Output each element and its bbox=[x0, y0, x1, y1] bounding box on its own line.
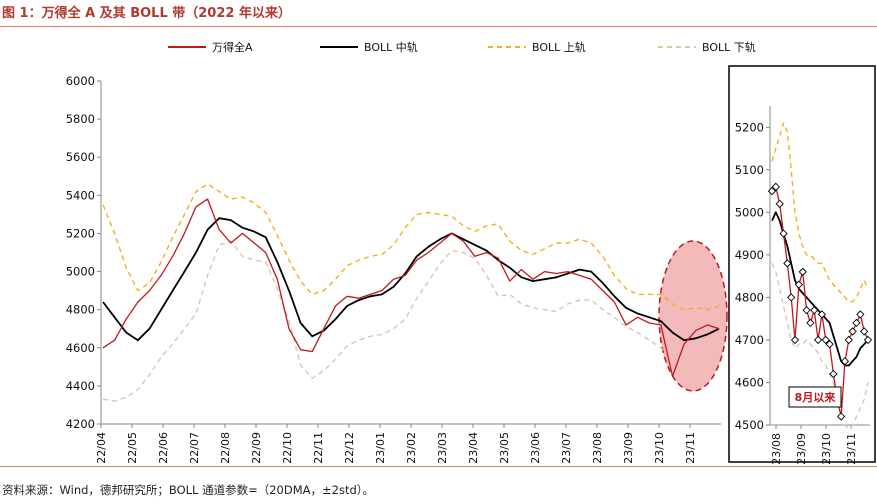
x-tick-label: 22/06 bbox=[157, 432, 170, 464]
x-tick-label: 22/12 bbox=[343, 432, 356, 464]
legend: 万得全A BOLL 中轨 BOLL 上轨 BOLL 下轨 bbox=[168, 40, 756, 54]
y-tick-label: 6000 bbox=[66, 74, 95, 88]
x-tick-label: 22/07 bbox=[188, 432, 201, 464]
y-tick-label: 5600 bbox=[66, 150, 95, 164]
chart-title: 图 1：万得全 A 及其 BOLL 带（2022 年以来） bbox=[2, 6, 291, 21]
x-tick-label: 23/02 bbox=[405, 432, 418, 464]
data-point-marker bbox=[840, 357, 850, 366]
inset-chart: 4500 4600 4700 4800 4900 5000 5100 5200 23/08 23/… bbox=[728, 65, 876, 465]
data-point-marker bbox=[779, 229, 788, 238]
series-line bbox=[771, 263, 869, 430]
data-point-marker bbox=[783, 259, 792, 268]
legend-label: BOLL 下轨 bbox=[702, 40, 756, 54]
series-line bbox=[771, 122, 869, 303]
y-tick-label: 4200 bbox=[66, 417, 95, 431]
y-tick-label: 5200 bbox=[66, 226, 95, 240]
inset-frame bbox=[728, 65, 876, 463]
y-tick-label: 4400 bbox=[66, 379, 95, 393]
data-point-marker bbox=[802, 306, 811, 315]
highlight-ellipse bbox=[658, 240, 728, 392]
x-tick-label: 23/09 bbox=[622, 432, 635, 464]
data-point-marker bbox=[794, 280, 804, 289]
data-point-marker bbox=[821, 335, 830, 345]
x-tick-label: 23/04 bbox=[467, 432, 480, 464]
y-tick-label: 5000 bbox=[735, 205, 764, 219]
y-tick-label: 4900 bbox=[735, 248, 764, 262]
annotation-label: 8月以来 bbox=[795, 390, 837, 404]
x-tick-label: 22/08 bbox=[219, 432, 232, 464]
x-tick-label: 22/10 bbox=[281, 432, 294, 464]
data-point-marker bbox=[813, 335, 823, 345]
title-rule bbox=[0, 26, 877, 27]
y-tick-label: 4600 bbox=[735, 375, 764, 389]
y-tick-label: 4600 bbox=[66, 341, 95, 355]
annotation-box bbox=[788, 386, 842, 408]
data-point-marker bbox=[775, 199, 784, 208]
x-tick-label: 22/04 bbox=[95, 432, 108, 464]
legend-label: BOLL 中轨 bbox=[364, 40, 418, 54]
x-tick-label: 22/11 bbox=[312, 432, 325, 464]
data-point-marker bbox=[771, 182, 780, 191]
data-point-marker bbox=[844, 335, 853, 345]
data-point-marker bbox=[829, 369, 838, 379]
y-tick-label: 5100 bbox=[735, 163, 764, 177]
series-line bbox=[771, 186, 869, 418]
data-point-marker bbox=[848, 327, 857, 336]
data-point-marker bbox=[790, 335, 800, 345]
x-tick-label: 23/10 bbox=[820, 433, 833, 465]
data-point-marker bbox=[825, 340, 834, 349]
legend-label: BOLL 上轨 bbox=[532, 40, 586, 54]
y-tick-label: 4700 bbox=[735, 333, 764, 347]
x-tick-label: 22/09 bbox=[250, 432, 263, 464]
data-point-marker bbox=[856, 310, 865, 319]
data-point-marker bbox=[798, 267, 807, 277]
series-line bbox=[102, 183, 720, 311]
data-point-marker bbox=[860, 327, 869, 336]
x-tick-label: 23/06 bbox=[529, 432, 542, 464]
legend-label: 万得全A bbox=[212, 40, 253, 54]
x-tick-label: 23/08 bbox=[770, 433, 783, 465]
y-tick-label: 5400 bbox=[66, 188, 95, 202]
y-tick-label: 4800 bbox=[66, 303, 95, 317]
x-tick-label: 23/11 bbox=[684, 432, 697, 464]
y-tick-label: 5200 bbox=[735, 120, 764, 134]
data-point-marker bbox=[836, 412, 846, 421]
series-line bbox=[771, 211, 869, 367]
x-tick-label: 23/07 bbox=[560, 432, 573, 464]
y-tick-label: 5800 bbox=[66, 112, 95, 126]
y-tick-label: 5000 bbox=[66, 265, 95, 279]
data-point-marker bbox=[817, 310, 827, 319]
y-tick-label: 4500 bbox=[735, 418, 764, 432]
data-point-marker bbox=[806, 318, 815, 328]
source-note: 资料来源：Wind，德邦研究所；BOLL 通道参数=（20DMA，±2std）。 bbox=[2, 483, 375, 497]
y-tick-label: 4800 bbox=[735, 290, 764, 304]
data-point-marker bbox=[863, 335, 873, 345]
x-tick-label: 23/10 bbox=[653, 432, 666, 464]
data-point-marker bbox=[852, 318, 861, 328]
x-tick-label: 22/05 bbox=[126, 432, 139, 464]
x-tick-label: 23/03 bbox=[436, 432, 449, 464]
series-line bbox=[102, 217, 720, 342]
x-tick-label: 23/11 bbox=[845, 433, 858, 465]
main-chart: 4200 4400 4600 4800 5000 5200 5400 5600 5800 6000… bbox=[66, 74, 728, 464]
source-rule bbox=[0, 466, 877, 467]
data-point-marker bbox=[767, 186, 777, 196]
x-tick-label: 23/08 bbox=[591, 432, 604, 464]
series-line bbox=[102, 198, 720, 378]
x-tick-label: 23/09 bbox=[795, 433, 808, 465]
x-tick-label: 23/05 bbox=[498, 432, 511, 464]
data-point-marker bbox=[787, 293, 796, 302]
series-line bbox=[102, 240, 720, 402]
x-tick-label: 23/01 bbox=[374, 432, 387, 464]
data-point-marker bbox=[810, 306, 819, 315]
